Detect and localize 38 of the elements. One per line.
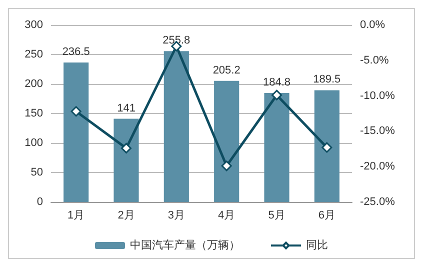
- bar: [164, 51, 189, 202]
- y2-tick-label: -10.0%: [360, 90, 396, 102]
- bar: [114, 118, 139, 202]
- y2-tick-label: -5.0%: [360, 54, 389, 66]
- data-label: 189.5: [313, 74, 341, 86]
- x-tick-label: 1月: [68, 210, 85, 222]
- bar: [64, 62, 89, 202]
- x-tick-label: 2月: [118, 210, 135, 222]
- x-tick-label: 6月: [318, 210, 336, 222]
- y2-tick-label: -20.0%: [360, 160, 396, 173]
- x-tick-label: 4月: [218, 210, 236, 222]
- point: [322, 142, 332, 153]
- y2-tick-label: -15.0%: [360, 125, 396, 138]
- y2-tick-label: 0.0%: [360, 19, 386, 31]
- legend-label: 中国汽车产量（万辆）: [130, 238, 240, 252]
- y2-tick-label: -25.0%: [360, 196, 396, 208]
- y-tick-label: 250: [24, 48, 43, 60]
- y-tick-label: 100: [24, 137, 43, 149]
- point: [221, 160, 232, 172]
- point: [70, 106, 82, 117]
- y-tick-label: 150: [24, 108, 43, 120]
- legend-label: 同比: [306, 238, 328, 252]
- point: [121, 142, 132, 154]
- data-label: 184.8: [262, 76, 291, 88]
- data-label: 141: [117, 102, 136, 114]
- data-label: 236.5: [62, 46, 90, 58]
- data-label: 255.8: [162, 34, 190, 47]
- y-tick-label: 300: [24, 19, 43, 31]
- y-tick-label: 50: [30, 166, 43, 178]
- bar: [314, 90, 340, 202]
- point: [272, 90, 282, 100]
- x-tick-label: 5月: [268, 210, 286, 222]
- x-tick-label: 3月: [168, 210, 185, 222]
- bar: [214, 80, 240, 202]
- bar: [264, 92, 290, 202]
- data-label: 205.2: [212, 64, 240, 76]
- y-tick-label: 200: [24, 78, 43, 90]
- y-tick-label: 0: [36, 196, 43, 208]
